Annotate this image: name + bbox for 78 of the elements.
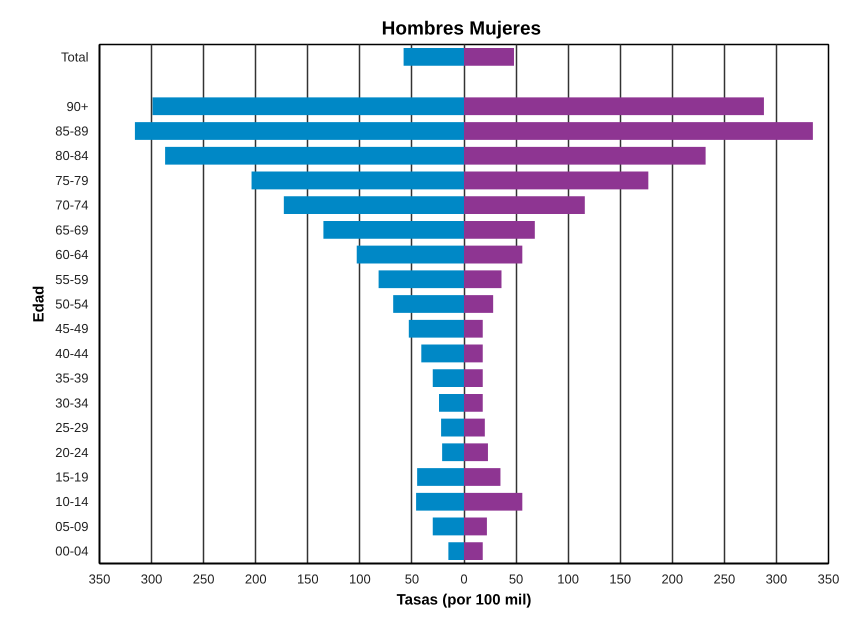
bar [323, 220, 464, 239]
bar [442, 443, 464, 462]
y-tick-label: 30-34 [55, 395, 88, 410]
x-tick-label: 150 [296, 572, 319, 586]
bar [416, 492, 464, 511]
bar [464, 196, 585, 214]
bar [464, 418, 485, 436]
bar [421, 344, 464, 362]
y-tick-label: 10-14 [55, 494, 88, 510]
x-tick-label: 300 [140, 572, 162, 586]
y-tick-label: 25-29 [55, 420, 88, 436]
bar [448, 542, 464, 560]
y-tick-label: 40-44 [55, 346, 88, 361]
x-tick-label: 50 [508, 572, 524, 586]
bar [464, 320, 483, 338]
bar [252, 172, 464, 190]
bar [464, 542, 483, 560]
chart-title: Hombres Mujeres [382, 18, 542, 40]
bar [464, 97, 764, 116]
y-tick-label: 05-09 [55, 518, 88, 534]
bar [464, 394, 483, 412]
bar [404, 48, 464, 66]
bar [464, 220, 535, 239]
bar [464, 344, 483, 362]
bar [408, 320, 464, 338]
y-tick-label: 75-79 [55, 172, 88, 188]
bar [464, 518, 487, 536]
bar [432, 369, 464, 388]
x-tick-label: 0 [460, 572, 468, 586]
x-tick-label: 100 [349, 572, 371, 586]
bar [464, 122, 813, 140]
y-axis-title: Edad [30, 286, 48, 322]
bar [441, 418, 464, 436]
bar [464, 270, 502, 288]
x-tick-label: 250 [192, 572, 214, 586]
bar [464, 443, 488, 462]
bar [464, 172, 648, 190]
x-tick-label: 250 [714, 572, 736, 586]
y-tick-label: 90+ [66, 98, 89, 114]
y-tick-label: 45-49 [55, 321, 88, 336]
bar [432, 518, 464, 536]
bar [464, 48, 514, 66]
y-tick-label: 65-69 [55, 222, 88, 238]
bar [284, 196, 464, 214]
y-tick-label: 70-74 [55, 198, 88, 213]
x-tick-label: 200 [661, 572, 684, 586]
y-tick-label: 60-64 [55, 247, 88, 262]
x-axis-title: Tasas (por 100 mil) [396, 592, 532, 608]
bar [165, 146, 464, 165]
x-tick-label: 100 [557, 572, 579, 586]
bar [464, 295, 494, 313]
bar [417, 468, 464, 486]
y-tick-label: 15-19 [55, 470, 88, 484]
bar [152, 97, 464, 116]
y-tick-label: 55-59 [55, 272, 88, 287]
x-tick-label: 50 [404, 572, 420, 586]
bar [439, 394, 464, 412]
bar [378, 270, 464, 288]
bar [464, 246, 522, 264]
x-tick-label: 350 [818, 572, 840, 586]
x-tick-label: 350 [88, 572, 110, 586]
y-tick-label: 80-84 [55, 148, 88, 164]
bar [464, 468, 500, 486]
x-tick-label: 200 [244, 572, 267, 586]
y-tick-label: 00-04 [55, 544, 88, 559]
y-tick-label: 85-89 [55, 124, 88, 138]
bar [134, 122, 464, 140]
bar [464, 146, 706, 165]
x-tick-label: 150 [609, 572, 632, 586]
bar [464, 369, 483, 388]
y-tick-label: 35-39 [55, 370, 88, 386]
bar [393, 295, 464, 313]
y-tick-label: Total [61, 49, 89, 64]
y-tick-label: 20-24 [55, 444, 88, 460]
x-tick-label: 300 [766, 572, 788, 586]
bar [464, 492, 522, 511]
y-tick-label: 50-54 [55, 296, 88, 312]
bar [356, 246, 464, 264]
